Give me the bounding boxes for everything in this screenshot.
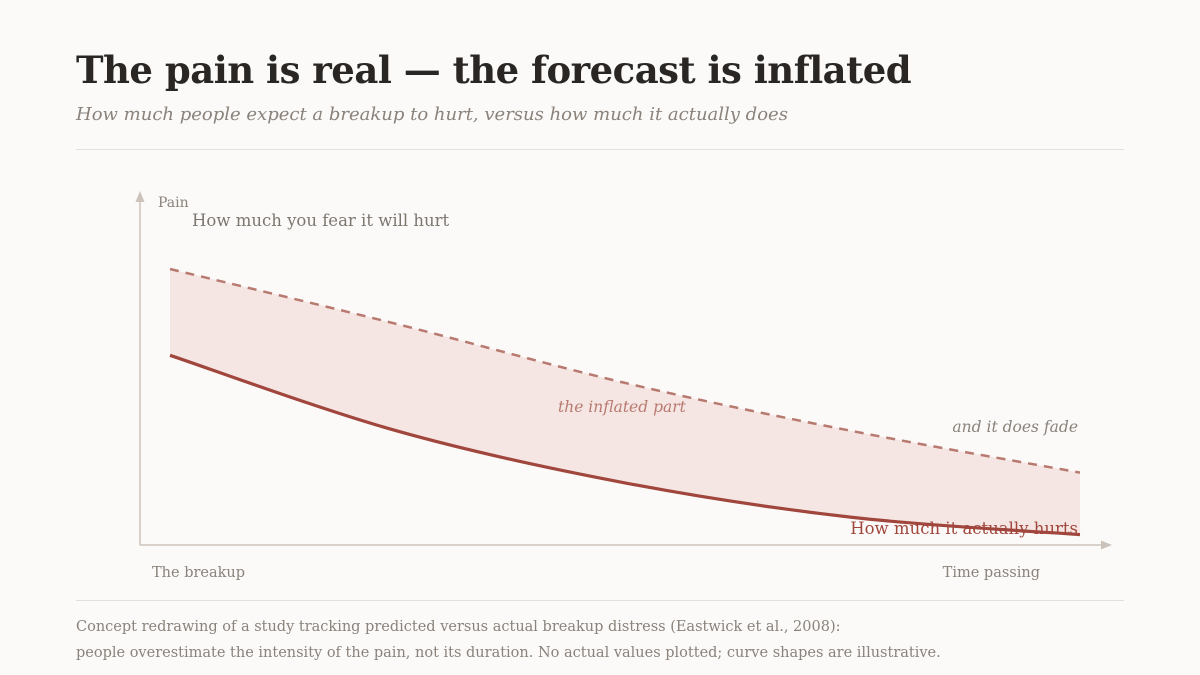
- series-line-fear: [169, 267, 1081, 474]
- y-axis-arrow: [135, 191, 145, 202]
- series-label-fear: How much you fear it will hurt: [192, 211, 450, 230]
- annotation-fade: and it does fade: [952, 418, 1078, 436]
- annotation-inflated-part: the inflated part: [558, 398, 687, 416]
- y-axis-label: Pain: [158, 195, 189, 211]
- x-axis-end-label: Time passing: [943, 565, 1040, 581]
- caption: Concept redrawing of a study tracking pr…: [76, 614, 1126, 666]
- top-divider: [76, 149, 1124, 150]
- page-title: The pain is real — the forecast is infla…: [76, 48, 912, 92]
- caption-line-1: Concept redrawing of a study tracking pr…: [76, 619, 841, 635]
- series-label-actual: How much it actually hurts: [850, 519, 1078, 538]
- caption-line-2: people overestimate the intensity of the…: [76, 645, 941, 661]
- bottom-divider: [76, 600, 1124, 601]
- x-axis-start-label: The breakup: [152, 565, 245, 581]
- series-line-actual: [169, 353, 1081, 537]
- inflated-gap-band: [170, 269, 1080, 535]
- chart: Pain How much you fear it will hurt How …: [135, 191, 1112, 581]
- page-subtitle: How much people expect a breakup to hurt…: [76, 104, 788, 125]
- x-axis-arrow: [1101, 540, 1112, 550]
